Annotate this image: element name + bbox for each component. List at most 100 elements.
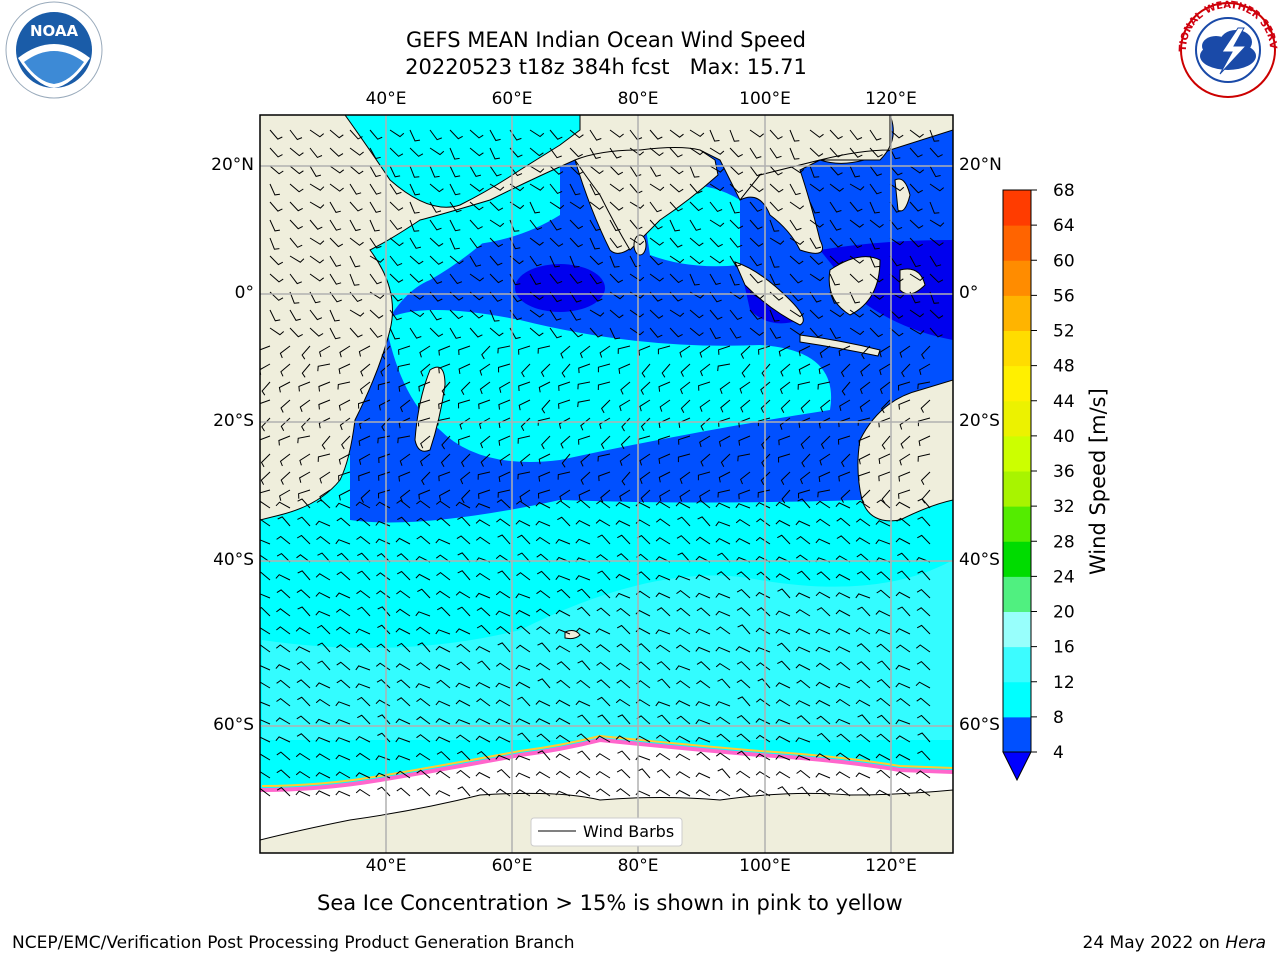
wind-barb: [736, 679, 751, 689]
wind-barb: [489, 201, 504, 212]
wind-barb: [460, 453, 471, 468]
wind-barb: [260, 771, 271, 779]
wind-barb: [856, 679, 871, 689]
wind-barb: [655, 574, 671, 581]
wind-barb: [749, 237, 764, 247]
wind-barb: [720, 399, 731, 413]
wind-barb: [269, 147, 283, 158]
wind-barb: [889, 147, 901, 160]
wind-barb: [800, 399, 811, 413]
wind-barb: [709, 147, 725, 155]
wind-barb: [656, 607, 671, 617]
wind-barb: [876, 697, 891, 707]
wind-barb: [275, 644, 291, 653]
wind-barb: [729, 147, 743, 158]
wind-barb: [577, 606, 591, 617]
wind-barb: [469, 273, 485, 282]
wind-barb: [749, 327, 764, 337]
wind-barb: [517, 471, 531, 480]
wind-barb: [755, 789, 771, 797]
wind-barb: [576, 499, 591, 509]
wind-barb: [769, 237, 785, 245]
wind-barb: [315, 771, 331, 779]
wind-barb: [495, 718, 511, 725]
wind-barb: [436, 517, 451, 527]
wind-barb: [275, 574, 291, 581]
wind-barb: [889, 219, 903, 230]
wind-barb: [355, 788, 371, 797]
wind-barb: [280, 363, 291, 377]
wind-barb: [929, 327, 943, 338]
lat-tick-left: 20°N: [211, 155, 254, 175]
wind-barb: [895, 735, 911, 743]
wind-barb: [916, 770, 931, 779]
wind-barb: [829, 237, 843, 248]
wind-barb: [301, 417, 311, 432]
wind-barb: [289, 237, 303, 248]
map-frame: [259, 114, 954, 854]
wind-barb: [709, 165, 725, 173]
wind-barb: [840, 489, 851, 503]
wind-barb: [597, 534, 611, 545]
wind-barb: [456, 661, 471, 671]
lat-tick-right: 20°S: [959, 411, 1000, 431]
wind-barb: [795, 592, 811, 599]
wind-barb: [589, 273, 602, 285]
wind-barb: [349, 255, 361, 268]
wind-barb: [895, 501, 911, 509]
nws-logo: NATIONAL WEATHER SERVICE: [1176, 0, 1278, 98]
wind-barb: [679, 471, 691, 484]
lon-tick-top: 40°E: [365, 89, 407, 109]
wind-barb: [535, 700, 551, 707]
wind-barb: [299, 399, 311, 412]
wind-barb: [576, 679, 591, 689]
wind-barb: [876, 589, 891, 599]
wind-barb: [798, 417, 811, 428]
wind-barb: [529, 309, 544, 318]
wind-barb: [916, 697, 931, 707]
wind-barb: [775, 682, 791, 689]
colorbar-tick-label: 40: [1053, 427, 1075, 447]
wind-barb: [517, 435, 531, 444]
wind-barb: [875, 610, 891, 617]
wind-barb: [755, 718, 771, 725]
wind-barb: [398, 471, 411, 482]
wind-barb: [640, 489, 651, 503]
wind-barb: [569, 165, 584, 176]
wind-barb: [369, 237, 382, 249]
wind-barb: [475, 592, 491, 599]
wind-barb: [809, 165, 820, 178]
wind-barb: [909, 165, 925, 174]
wind-barb: [917, 498, 931, 509]
wind-barb: [389, 219, 403, 231]
wind-barb: [849, 327, 865, 336]
wind-barb: [389, 165, 401, 178]
wind-barb: [309, 291, 321, 304]
wind-barb: [409, 201, 420, 214]
wind-barb: [679, 381, 691, 395]
wind-barb: [769, 147, 782, 159]
wind-barb: [489, 309, 500, 322]
wind-barb: [549, 237, 564, 247]
wind-barb: [849, 129, 863, 141]
wind-barb: [269, 255, 284, 266]
wind-barb: [655, 701, 671, 707]
lat-tick-left: 40°S: [213, 550, 254, 570]
wind-barb: [678, 417, 691, 428]
wind-barb: [755, 753, 771, 761]
wind-barb: [689, 165, 700, 178]
wind-barb: [341, 435, 351, 450]
wind-barb: [900, 435, 911, 449]
wind-barb: [289, 327, 303, 338]
lon-tick-top: 120°E: [865, 89, 917, 109]
wind-barb: [649, 327, 663, 338]
wind-barb: [515, 789, 531, 797]
wind-barb: [295, 627, 311, 635]
wind-barb: [876, 678, 891, 689]
wind-barb: [555, 734, 571, 743]
wind-barb: [689, 201, 704, 212]
wind-barb: [735, 503, 751, 509]
wind-barb: [789, 147, 800, 160]
wind-barb: [580, 471, 591, 485]
